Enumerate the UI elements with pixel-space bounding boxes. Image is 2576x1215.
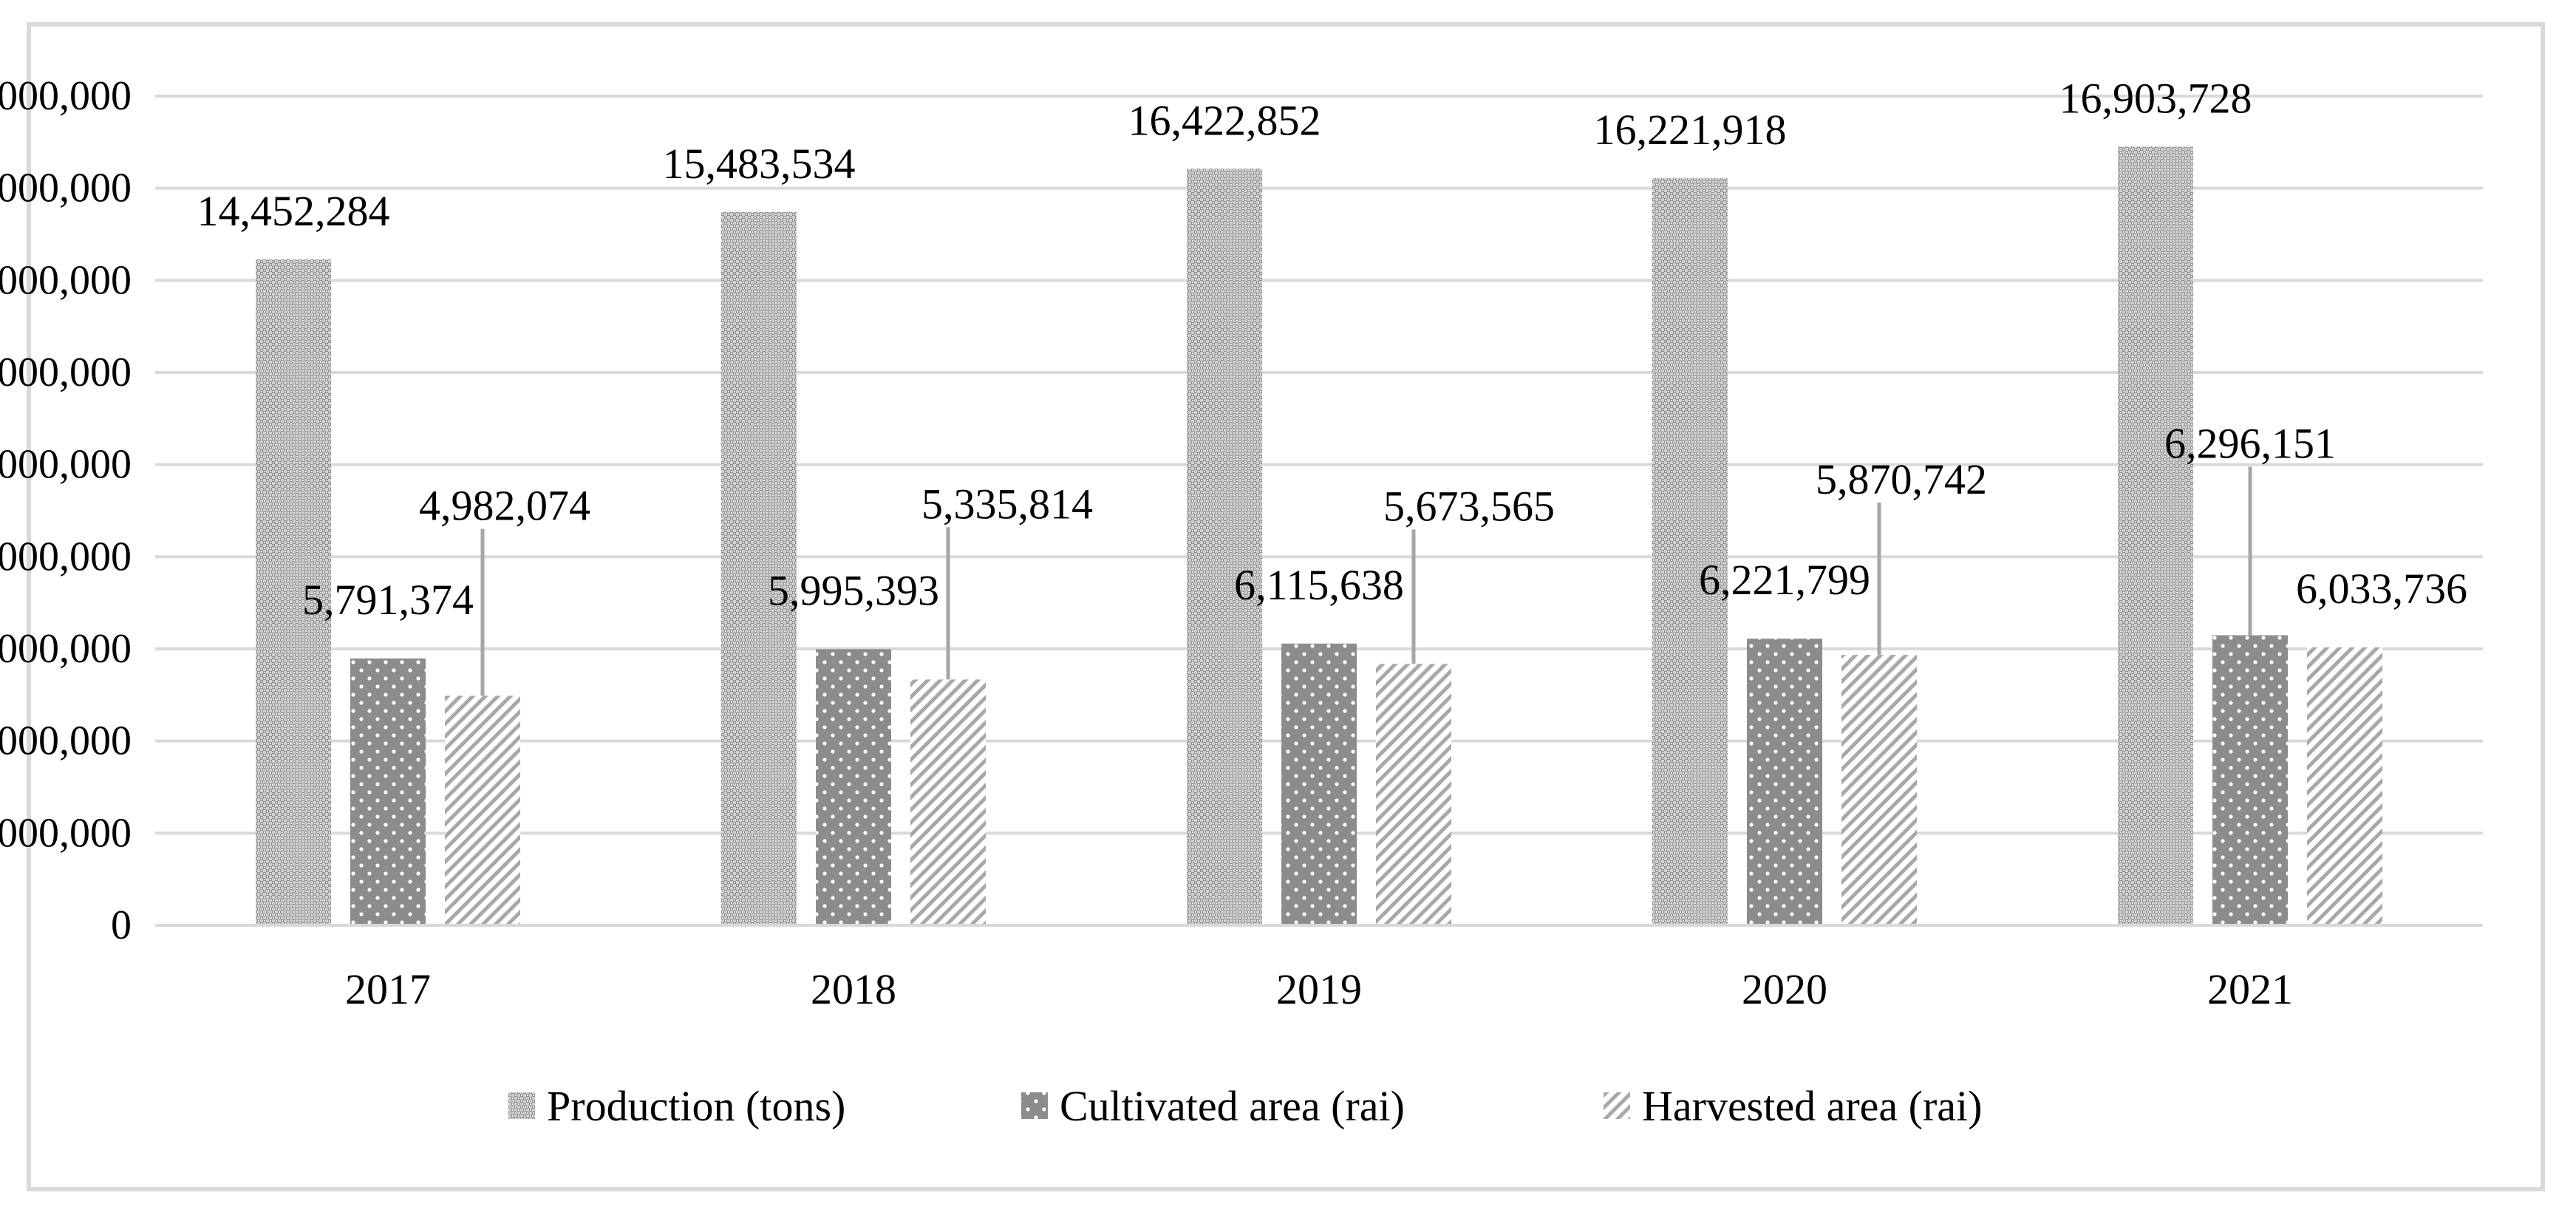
data-label-cultivated-2020: 6,221,799 xyxy=(1699,556,1870,604)
data-label-production-2019: 16,422,852 xyxy=(1128,96,1321,144)
x-tick-label-2020: 2020 xyxy=(1742,965,1827,1013)
bars xyxy=(256,146,2382,926)
x-tick-label-2017: 2017 xyxy=(345,965,431,1013)
bar-cultivated-2021 xyxy=(2212,635,2288,925)
data-label-production-2020: 16,221,918 xyxy=(1594,106,1787,154)
bar-harvested-2018 xyxy=(910,679,986,925)
bar-production-2021 xyxy=(2118,146,2193,926)
data-label-production-2017: 14,452,284 xyxy=(197,187,390,235)
bar-production-2018 xyxy=(721,211,797,925)
y-tick-label: 18,000,000 xyxy=(0,73,132,119)
legend-swatch-cultivated xyxy=(1021,1092,1048,1119)
bar-harvested-2021 xyxy=(2307,647,2382,925)
x-axis: 2017 2018 2019 2020 2021 xyxy=(155,924,2483,1013)
x-tick-label-2019: 2019 xyxy=(1276,965,1362,1013)
bar-production-2020 xyxy=(1652,177,1728,926)
x-tick-label-2018: 2018 xyxy=(811,965,896,1013)
y-tick-label: 8,000,000 xyxy=(0,534,132,579)
legend-label-cultivated: Cultivated area (rai) xyxy=(1060,1082,1405,1130)
y-tick-label: 0 xyxy=(111,902,132,948)
legend-swatch-production xyxy=(508,1092,535,1119)
legend-swatch-harvested xyxy=(1604,1092,1630,1119)
bar-cultivated-2017 xyxy=(350,658,426,925)
bar-harvested-2017 xyxy=(445,695,520,925)
legend-label-production: Production (tons) xyxy=(547,1082,845,1130)
data-label-cultivated-2017: 5,791,374 xyxy=(302,576,474,624)
y-axis: 0 2,000,000 4,000,000 6,000,000 8,000,000 10,… xyxy=(0,73,132,948)
y-tick-label: 4,000,000 xyxy=(0,718,132,764)
y-tick-label: 10,000,000 xyxy=(0,442,132,488)
data-label-cultivated-2021: 6,296,151 xyxy=(2164,420,2336,468)
legend: Production (tons) Cultivated area (rai) Ha… xyxy=(508,1082,1982,1130)
data-label-cultivated-2019: 6,115,638 xyxy=(1234,561,1404,609)
data-label-harvested-2019: 5,673,565 xyxy=(1383,482,1555,530)
bar-production-2017 xyxy=(256,259,331,925)
bar-harvested-2020 xyxy=(1841,655,1917,925)
y-tick-label: 2,000,000 xyxy=(0,810,132,856)
x-tick-label-2021: 2021 xyxy=(2207,965,2293,1013)
data-label-harvested-2021: 6,033,736 xyxy=(2296,565,2467,613)
bar-cultivated-2018 xyxy=(816,649,891,925)
y-tick-label: 12,000,000 xyxy=(0,350,132,395)
data-labels: 14,452,284 5,791,374 4,982,074 15,483,534 5,… xyxy=(197,74,2468,624)
bar-cultivated-2020 xyxy=(1747,639,1822,925)
leader-lines xyxy=(480,466,2252,696)
data-label-harvested-2018: 5,335,814 xyxy=(921,480,1093,528)
data-label-cultivated-2018: 5,995,393 xyxy=(768,566,939,614)
legend-label-harvested: Harvested area (rai) xyxy=(1642,1082,1982,1130)
y-tick-label: 16,000,000 xyxy=(0,166,132,211)
data-label-production-2021: 16,903,728 xyxy=(2059,74,2252,122)
data-label-production-2018: 15,483,534 xyxy=(663,140,856,188)
data-label-harvested-2020: 5,870,742 xyxy=(1816,455,1987,503)
bar-production-2019 xyxy=(1187,169,1262,925)
bar-cultivated-2019 xyxy=(1281,643,1357,925)
data-label-harvested-2017: 4,982,074 xyxy=(419,481,590,529)
bar-harvested-2019 xyxy=(1376,664,1451,925)
y-tick-label: 6,000,000 xyxy=(0,626,132,672)
y-tick-label: 14,000,000 xyxy=(0,257,132,303)
